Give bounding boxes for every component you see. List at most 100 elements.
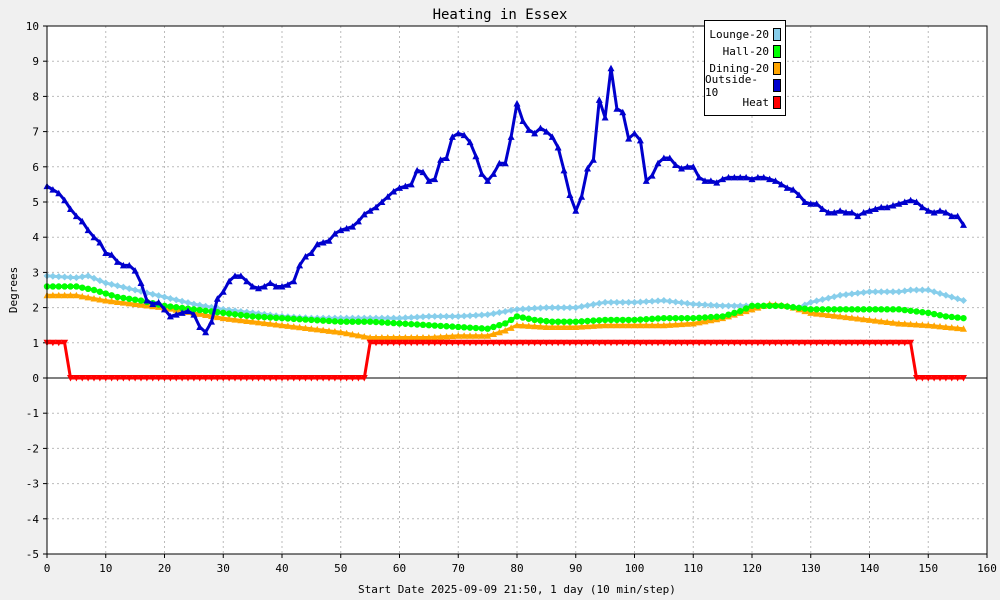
data-point — [407, 313, 415, 321]
data-point — [202, 302, 210, 310]
data-point — [366, 318, 374, 325]
data-point — [137, 297, 145, 304]
data-point — [231, 272, 239, 279]
data-point — [783, 184, 791, 191]
data-point — [601, 321, 609, 329]
data-point — [472, 339, 480, 347]
data-point — [854, 212, 862, 220]
data-point — [496, 322, 503, 329]
data-point — [260, 375, 268, 382]
data-point — [378, 198, 386, 205]
data-point — [695, 339, 703, 347]
data-point — [607, 298, 615, 306]
data-point — [196, 375, 204, 382]
data-point — [55, 291, 63, 299]
y-tick-label: 2 — [32, 302, 39, 315]
data-point — [596, 317, 603, 324]
data-point — [173, 304, 180, 311]
data-point — [525, 322, 533, 329]
data-point — [237, 272, 245, 279]
y-tick-label: 3 — [32, 266, 39, 279]
y-tick-label: 9 — [32, 55, 39, 68]
data-point — [830, 339, 838, 347]
data-point — [836, 306, 844, 313]
data-point — [918, 375, 926, 382]
data-point — [407, 339, 415, 347]
data-point — [307, 325, 315, 332]
data-point — [748, 339, 756, 347]
data-point — [636, 339, 644, 347]
data-point — [114, 258, 121, 265]
data-point — [102, 297, 110, 304]
data-point — [625, 321, 633, 329]
data-point — [90, 274, 98, 282]
data-point — [883, 306, 891, 313]
data-point — [936, 322, 944, 330]
data-point — [883, 318, 891, 326]
data-point — [384, 339, 392, 347]
data-point — [225, 375, 233, 382]
data-point — [883, 203, 891, 211]
data-point — [366, 334, 374, 341]
data-point — [249, 313, 256, 320]
data-point — [772, 339, 779, 347]
data-point — [225, 315, 233, 322]
legend-swatch — [773, 96, 781, 109]
data-point — [913, 198, 920, 205]
data-point — [513, 321, 521, 329]
data-point — [684, 314, 691, 322]
data-point — [202, 328, 210, 336]
data-point — [114, 282, 121, 290]
data-point — [824, 294, 832, 302]
data-point — [683, 339, 691, 347]
data-point — [255, 284, 262, 292]
data-point — [636, 298, 644, 306]
data-point — [102, 249, 110, 257]
y-tick-label: 1 — [32, 337, 39, 350]
data-point — [572, 318, 579, 325]
data-point — [725, 173, 732, 181]
data-point — [689, 339, 697, 347]
data-point — [155, 292, 163, 300]
data-point — [366, 207, 374, 214]
data-point — [625, 316, 632, 324]
data-point — [220, 309, 227, 317]
data-point — [243, 375, 251, 382]
data-point — [631, 129, 638, 137]
data-point — [689, 163, 697, 170]
data-point — [572, 304, 580, 312]
data-point — [730, 339, 738, 347]
data-point — [448, 312, 456, 320]
data-point — [830, 209, 838, 216]
data-point — [554, 304, 562, 312]
y-tick-label: -1 — [26, 407, 39, 420]
data-point — [560, 323, 568, 330]
data-point — [325, 327, 333, 334]
data-point — [284, 315, 292, 322]
data-point — [913, 375, 920, 382]
data-point — [213, 295, 221, 302]
legend-swatch — [773, 28, 781, 41]
data-point — [648, 339, 656, 347]
data-point — [219, 314, 227, 322]
data-point — [484, 177, 492, 184]
data-point — [490, 323, 497, 331]
data-point — [78, 375, 86, 382]
data-point — [919, 308, 926, 316]
data-point — [801, 339, 809, 347]
data-point — [519, 322, 527, 329]
data-point — [954, 212, 962, 220]
data-point — [460, 324, 468, 331]
data-point — [443, 339, 450, 347]
data-point — [625, 339, 633, 347]
data-point — [637, 316, 644, 323]
data-point — [384, 319, 391, 326]
data-point — [119, 283, 127, 291]
data-point — [337, 318, 344, 325]
data-point — [878, 306, 885, 313]
data-point — [143, 297, 151, 304]
data-point — [478, 325, 485, 332]
data-point — [842, 313, 850, 321]
data-point — [137, 279, 145, 286]
